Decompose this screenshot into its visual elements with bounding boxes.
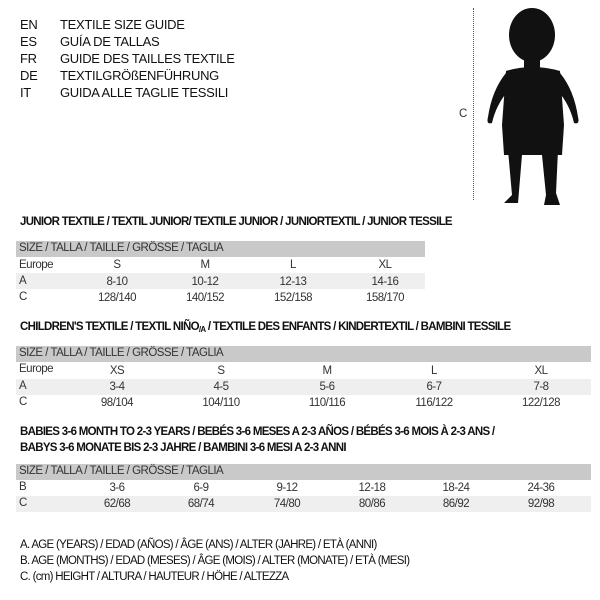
cell: 6-7	[426, 381, 442, 393]
cell: S	[113, 259, 121, 271]
cell: 10-12	[191, 276, 219, 288]
child-silhouette-icon	[487, 8, 579, 205]
cell: 74/80	[273, 498, 301, 510]
cell: 12-18	[358, 482, 386, 494]
cell: 9-12	[276, 482, 298, 494]
cell: 98/104	[100, 397, 134, 409]
row-shade	[16, 496, 591, 512]
cell: 92/98	[527, 498, 555, 510]
cell: XL	[534, 365, 548, 377]
legend-c: C. (cm) HEIGHT / ALTURA / HAUTEUR / HÖHE…	[20, 571, 289, 583]
cell: S	[217, 365, 225, 377]
row-label: Europe	[19, 259, 54, 271]
title-rest: / TEXTILE DES ENFANTS / KINDERTEXTIL / B…	[205, 321, 511, 333]
cell: 8-10	[106, 276, 128, 288]
row-label: C	[19, 291, 27, 303]
cell: 128/140	[97, 292, 137, 304]
title-main: CHILDREN'S TEXTILE / TEXTIL NIÑO	[20, 321, 200, 333]
cell: 5-6	[319, 381, 335, 393]
row-label: Europe	[19, 363, 54, 375]
lang-code-es: ES	[20, 34, 37, 49]
height-label: C	[459, 108, 467, 120]
lang-title-es: GUÍA DE TALLAS	[60, 34, 160, 49]
cell: 3-4	[109, 381, 125, 393]
junior-section-title: JUNIOR TEXTILE / TEXTIL JUNIOR/ TEXTILE …	[20, 216, 453, 228]
size-header-label: SIZE / TALLA / TAILLE / GRÖSSE / TAGLIA	[19, 465, 224, 477]
lang-code-it: IT	[20, 85, 31, 100]
lang-title-de: TEXTILGRÖßENFÜHRUNG	[60, 68, 219, 83]
cell: 104/110	[202, 397, 240, 409]
legend-b: B. AGE (MONTHS) / EDAD (MESES) / ÂGE (MO…	[20, 555, 410, 567]
cell: 68/74	[187, 498, 215, 510]
cell: 110/116	[308, 397, 346, 409]
size-header-label: SIZE / TALLA / TAILLE / GRÖSSE / TAGLIA	[19, 242, 224, 254]
cell: 14-16	[371, 276, 399, 288]
title-sub: /A	[198, 325, 206, 334]
size-header-label: SIZE / TALLA / TAILLE / GRÖSSE / TAGLIA	[19, 347, 224, 359]
babies-section-title-line2: BABYS 3-6 MONATE BIS 2-3 JAHRE / BAMBINI…	[20, 442, 347, 454]
cell: XL	[378, 259, 392, 271]
lang-code-en: EN	[20, 17, 38, 32]
row-label: C	[19, 497, 27, 509]
lang-title-fr: GUIDE DES TAILLES TEXTILE	[60, 51, 235, 66]
row-shade	[16, 379, 591, 395]
cell: 158/170	[365, 292, 405, 304]
cell: L	[431, 365, 437, 377]
lang-title-it: GUIDA ALLE TAGLIE TESSILI	[60, 85, 229, 100]
children-size-header: SIZE / TALLA / TAILLE / GRÖSSE / TAGLIA	[16, 346, 591, 362]
cell: 116/122	[415, 397, 453, 409]
cell: 140/152	[185, 292, 225, 304]
cell: 6-9	[193, 482, 209, 494]
lang-code-de: DE	[20, 68, 38, 83]
cell: XS	[109, 365, 125, 377]
babies-size-header: SIZE / TALLA / TAILLE / GRÖSSE / TAGLIA	[16, 464, 591, 480]
junior-size-header: SIZE / TALLA / TAILLE / GRÖSSE / TAGLIA	[16, 241, 425, 257]
cell: 80/86	[358, 498, 386, 510]
cell: 4-5	[213, 381, 229, 393]
cell: 86/92	[442, 498, 470, 510]
babies-section-title-line1: BABIES 3-6 MONTH TO 2-3 YEARS / BEBÉS 3-…	[20, 426, 495, 438]
cell: L	[290, 259, 296, 271]
lang-title-en: TEXTILE SIZE GUIDE	[60, 17, 185, 32]
row-label: A	[19, 380, 27, 392]
cell: 152/158	[273, 292, 313, 304]
cell: 62/68	[103, 498, 131, 510]
cell: 12-13	[279, 276, 307, 288]
cell: M	[322, 365, 332, 377]
cell: 18-24	[442, 482, 470, 494]
height-measure-line	[473, 8, 474, 200]
row-label: C	[19, 396, 27, 408]
row-label: A	[19, 275, 27, 287]
row-label: B	[19, 481, 27, 493]
cell: 7-8	[533, 381, 549, 393]
cell: 24-36	[527, 482, 555, 494]
lang-code-fr: FR	[20, 51, 37, 66]
cell: 3-6	[109, 482, 125, 494]
cell: M	[200, 259, 210, 271]
children-section-title: CHILDREN'S TEXTILE / TEXTIL NIÑO/A / TEX…	[20, 321, 511, 334]
row-shade	[16, 273, 425, 289]
cell: 122/128	[521, 397, 561, 409]
legend-a: A. AGE (YEARS) / EDAD (AÑOS) / ÂGE (ANS)…	[20, 539, 377, 551]
